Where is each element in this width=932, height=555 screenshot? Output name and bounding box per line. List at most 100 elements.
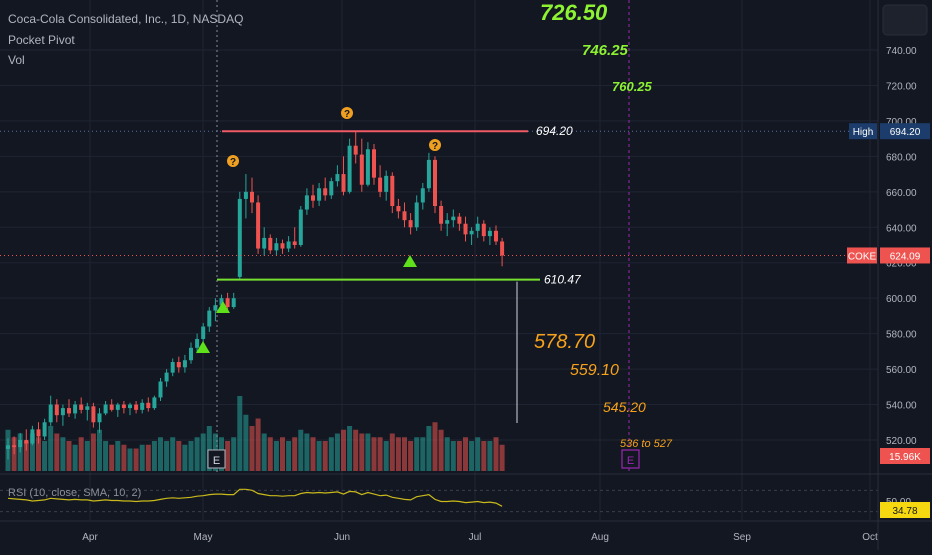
candle-body (109, 404, 114, 410)
indicator-rsi[interactable]: RSI (10, close, SMA, 10, 2) (8, 487, 142, 499)
candle-body (433, 159, 437, 206)
target-down-label: 559.10 (570, 362, 619, 379)
volume-bar (54, 433, 60, 471)
candle-body (262, 237, 267, 249)
candle-body (372, 149, 376, 178)
pocket-pivot-triangle (216, 301, 230, 313)
volume-bar (487, 441, 493, 471)
volume-bar (121, 444, 127, 471)
candle-body (97, 413, 102, 423)
price-tick-label: 540.00 (886, 401, 917, 412)
indicator-volume[interactable]: Vol (8, 53, 25, 67)
candle-body (256, 202, 261, 249)
candle-body (268, 237, 273, 251)
symbol-tag: COKE (848, 251, 877, 262)
volume-bar (237, 396, 243, 471)
candle-body (487, 230, 492, 237)
candle-body (274, 243, 279, 251)
volume-bar (151, 441, 157, 471)
earnings-badge (207, 449, 226, 469)
price-tick-label: 560.00 (886, 365, 917, 376)
candle-body (73, 404, 78, 414)
price-tick-label: 620.00 (886, 259, 917, 270)
volume-bar (328, 437, 334, 471)
volume-bar (292, 437, 298, 471)
target-down-label: 545.20 (603, 399, 646, 415)
candle-body (18, 440, 23, 448)
high-tag: High (853, 127, 874, 138)
volume-value-tag: 15.96K (889, 452, 921, 463)
candle-body (42, 422, 47, 437)
volume-bar (432, 422, 438, 471)
candle-body (85, 406, 90, 410)
volume-bar (414, 437, 420, 471)
candle-body (79, 404, 84, 410)
candle-body (481, 223, 486, 237)
candle-body (128, 404, 132, 409)
last-price-tag: 624.09 (890, 251, 921, 262)
candle-body (475, 223, 480, 231)
volume-bar (426, 426, 432, 471)
candle-body (54, 404, 59, 416)
volume-bar (261, 433, 267, 471)
high-tag-bg (849, 123, 877, 140)
volume-bar (97, 429, 102, 471)
volume-bar (322, 441, 328, 471)
event-marker-icon (341, 107, 353, 119)
candle-body (207, 310, 212, 327)
time-tick-label: Apr (82, 532, 98, 543)
event-marker-icon (429, 139, 441, 151)
candle-body (341, 174, 346, 192)
volume-bar (48, 426, 54, 471)
volume-bar (72, 444, 78, 471)
volume-bar (469, 441, 475, 471)
candle-body (298, 209, 303, 245)
candle-body (420, 188, 425, 203)
candle-body (426, 159, 431, 189)
target-down-label: 578.70 (534, 331, 595, 353)
volume-bar (66, 441, 72, 471)
volume-bar (341, 429, 346, 471)
indicator-pocket-pivot[interactable]: Pocket Pivot (8, 33, 75, 47)
price-tick-label: 720.00 (886, 81, 917, 92)
volume-bar (188, 441, 194, 471)
candle-body (402, 211, 407, 221)
time-tick-label: Aug (591, 532, 609, 543)
candle-body (201, 326, 206, 339)
candle-body (24, 440, 29, 444)
candle-body (48, 404, 53, 423)
target-up-label: 746.25 (582, 42, 629, 59)
candle-body (353, 145, 358, 155)
volume-bar (158, 437, 163, 471)
candle-body (237, 198, 242, 277)
volume-bar (316, 441, 322, 471)
grid-lines (0, 0, 878, 520)
volume-bar (60, 437, 66, 471)
overlays: 694.20 610.47 726.50 746.25 760.25 578.70 559.… (0, 0, 878, 474)
volume-bar (383, 441, 389, 471)
volume-bar (395, 437, 401, 471)
volume-bar (176, 441, 182, 471)
future-earnings-badge-label: E (627, 455, 634, 467)
volume-bar (377, 437, 383, 471)
candle-body (158, 381, 163, 398)
candle-body (103, 404, 108, 414)
volume-bar (206, 426, 212, 471)
volume-bar (420, 437, 426, 471)
candle-body (115, 404, 120, 410)
time-tick-label: Oct (862, 532, 878, 543)
candle-body (500, 241, 505, 256)
volume-bar (84, 441, 90, 471)
candle-body (219, 298, 224, 306)
candle-body (439, 206, 444, 224)
candle-body (396, 206, 401, 212)
candle-body (280, 243, 285, 249)
symbol-title[interactable]: Coca-Cola Consolidated, Inc., 1D, NASDAQ (8, 12, 244, 26)
volume-bar (145, 444, 151, 471)
candle-body (451, 216, 456, 221)
volume-bar (115, 441, 121, 471)
volume-bar (127, 448, 133, 471)
